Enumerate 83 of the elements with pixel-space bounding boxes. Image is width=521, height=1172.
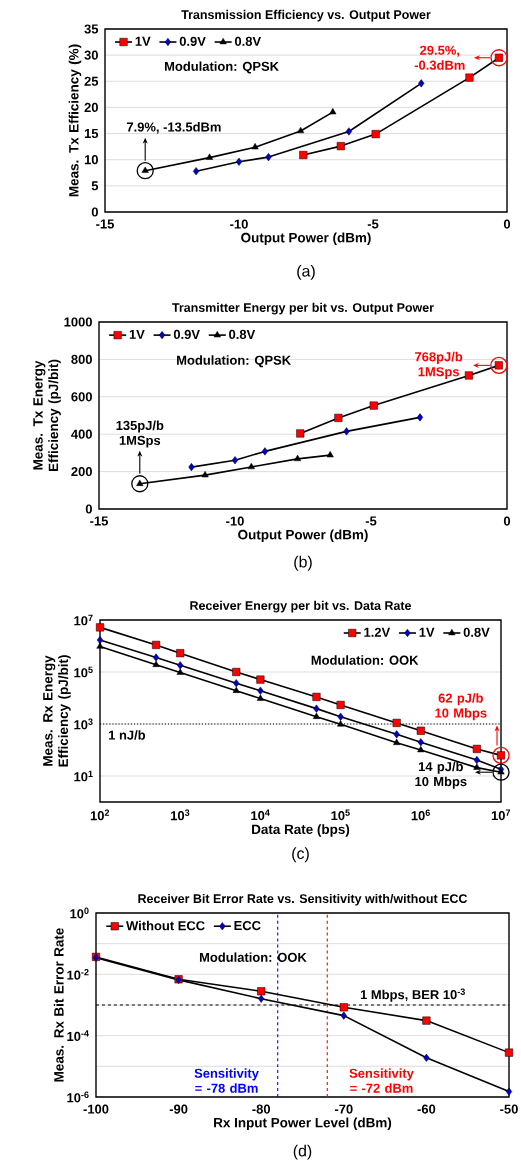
y-axis-title: Meas. Tx Efficiency (%): [68, 44, 82, 197]
y-axis-title: Meas. Rx Energy Efficiency (pJ/bit): [43, 655, 71, 767]
x-tick-label: -5: [367, 219, 379, 229]
text: (b): [294, 555, 312, 571]
x-axis-title: Data Rate (bps): [252, 824, 350, 837]
text: (a): [297, 264, 315, 280]
y-tick-label: 10$^{0}$: [70, 907, 89, 919]
x-tick-label: -60: [417, 1104, 436, 1114]
y-tick-label: 10$^{3}$: [74, 718, 93, 730]
text: (d): [293, 1144, 312, 1160]
x-tick-label: -10: [226, 516, 244, 526]
y-tick-label: 20: [84, 102, 98, 112]
y-tick-label: 10: [84, 155, 98, 165]
text: (c): [292, 847, 309, 863]
y-tick-label: 30: [84, 50, 98, 60]
legend-label: 0.9V: [179, 36, 206, 46]
x-tick-label: 10$^{6}$: [411, 809, 430, 821]
x-axis-title: Output Power (dBm): [241, 232, 371, 246]
annotation: Modulation: OOK: [311, 655, 419, 665]
x-tick-label: -15: [90, 516, 108, 526]
x-tick-label: -50: [500, 1104, 518, 1114]
y-tick-label: 400: [71, 429, 92, 439]
y-tick-label: 200: [71, 467, 92, 477]
annotation: 62 pJ/b 10 Mbps: [435, 693, 487, 721]
annotation: 135pJ/b 1MSps: [116, 420, 164, 448]
x-tick-label: -70: [334, 1104, 353, 1114]
x-tick-label: 0: [503, 516, 511, 526]
y-tick-label: 35: [84, 24, 99, 34]
x-tick-label: 10$^{7}$: [491, 809, 511, 821]
legend-label: ECC: [234, 920, 261, 931]
y-tick-label: 10$^{-2}$: [67, 968, 89, 980]
y-tick-label: 0: [91, 207, 98, 217]
chart-title: Receiver Energy per bit vs. Data Rate: [190, 600, 412, 613]
x-tick-label: -10: [230, 219, 248, 229]
ref-line-label: Sensitivity = -78 dBm: [194, 1068, 259, 1093]
x-tick-label: -15: [96, 219, 114, 229]
legend-label: 1V: [135, 36, 151, 46]
y-axis-title: Meas. Rx Bit Error Rate: [53, 928, 64, 1082]
y-axis-title: Meas. Tx Energy Efficiency (pJ/bit): [33, 359, 61, 472]
y-tick-label: 25: [84, 76, 99, 86]
y-tick-label: 10$^{5}$: [74, 666, 93, 678]
x-axis-title: Output Power (dBm): [238, 529, 368, 543]
legend-label: 1V: [419, 627, 435, 637]
x-tick-label: -90: [169, 1104, 188, 1114]
x-tick-label: 10$^{3}$: [171, 809, 190, 821]
ref-line-label: Sensitivity = -72 dBm: [349, 1068, 414, 1093]
legend-label: 0.9V: [173, 329, 200, 340]
y-tick-label: 800: [71, 354, 92, 364]
ref-line-label: 1 Mbps, BER 10$^{-3}$: [360, 988, 465, 1002]
legend-label: Without ECC: [126, 920, 205, 931]
annotation: Modulation: QPSK: [177, 355, 291, 368]
chart-title: Transmitter Energy per bit vs. Output Power: [172, 302, 434, 315]
y-tick-label: 10$^{-4}$: [67, 1030, 89, 1042]
legend-label: 1.2V: [364, 627, 391, 637]
x-tick-label: -5: [365, 516, 377, 526]
ref-line-label: 1 nJ/b: [109, 730, 146, 740]
legend-label: 0.8V: [463, 627, 490, 637]
x-tick-label: -100: [83, 1104, 109, 1114]
x-tick-label: -80: [252, 1104, 271, 1114]
annotation: 768pJ/b 1MSps: [415, 351, 463, 379]
chart-title: Receiver Bit Error Rate vs. Sensitivity with/without ECC: [138, 893, 468, 906]
y-tick-label: 10$^{1}$: [74, 770, 93, 782]
x-tick-label: 10$^{2}$: [90, 809, 110, 821]
y-tick-label: 15: [84, 129, 99, 139]
y-tick-label: 1000: [64, 317, 92, 327]
x-tick-label: 0: [503, 219, 511, 229]
annotation: 14 pJ/b 10 Mbps: [415, 761, 467, 789]
legend-label: 1V: [129, 329, 145, 339]
y-tick-label: 10$^{-6}$: [67, 1091, 89, 1103]
legend-label: 0.8V: [234, 36, 261, 46]
chart-title: Transmission Efficiency vs. Output Power: [181, 9, 431, 22]
x-tick-label: 10$^{4}$: [251, 809, 270, 821]
legend-label: 0.8V: [229, 329, 256, 340]
annotation: Modulation: QPSK: [165, 61, 279, 74]
y-tick-label: 5: [91, 181, 99, 191]
annotation: 7.9%, -13.5dBm: [126, 122, 221, 134]
y-tick-label: 600: [71, 392, 92, 402]
x-tick-label: 10$^{5}$: [331, 809, 350, 821]
x-axis-title: Rx Input Power Level (dBm): [214, 1117, 392, 1131]
y-tick-label: 10$^{7}$: [74, 614, 93, 626]
y-tick-label: 0: [85, 504, 92, 514]
annotation: 29.5%, -0.3dBm: [414, 45, 465, 70]
annotation: Modulation: OOK: [199, 952, 307, 962]
